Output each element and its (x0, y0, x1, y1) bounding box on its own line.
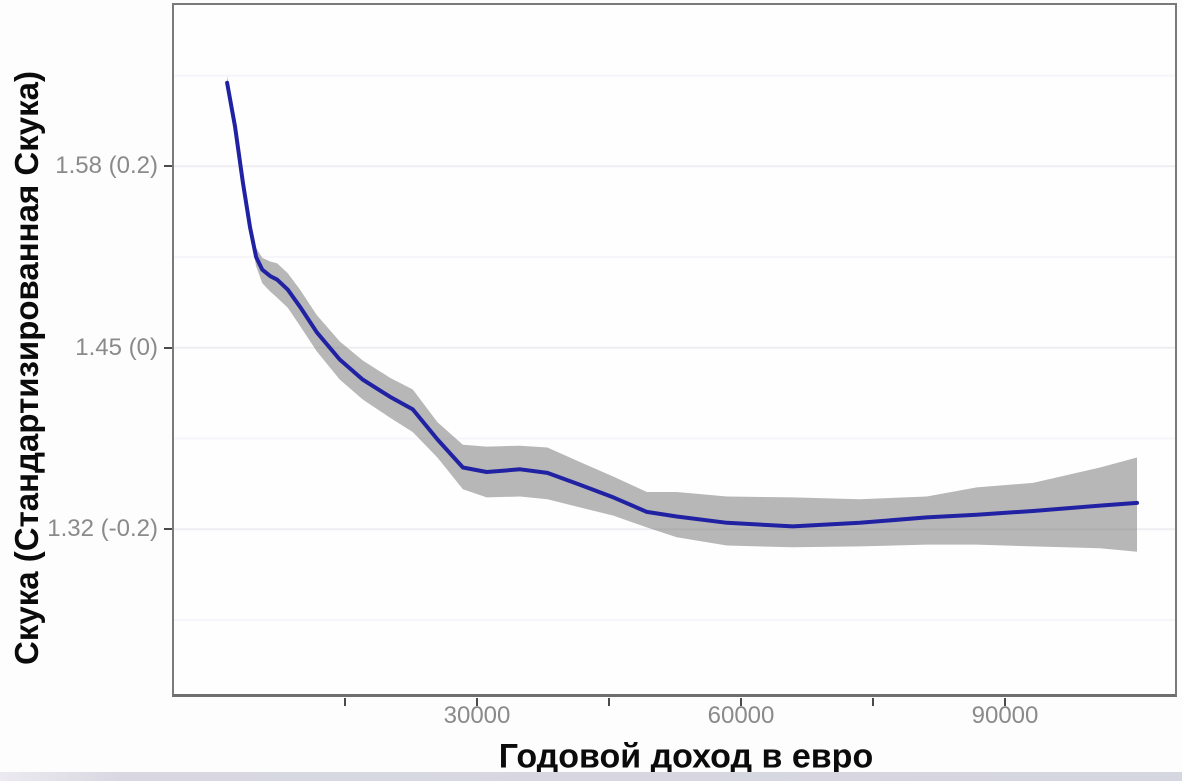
x-tick-mark (476, 698, 478, 706)
x-axis-title: Годовой доход в евро (498, 737, 874, 776)
x-tick-mark (740, 698, 742, 706)
plot-panel (172, 3, 1177, 697)
x-tick-mark (1004, 698, 1006, 706)
x-tick-label: 30000 (443, 702, 511, 729)
y-tick-mark (164, 528, 172, 530)
y-tick-label: 1.45 (0) (75, 334, 158, 361)
x-tick-mark (608, 698, 610, 706)
x-tick-mark (344, 698, 346, 706)
footer-bar (0, 772, 1182, 781)
y-tick-mark (164, 165, 172, 167)
x-tick-mark (872, 698, 874, 706)
y-tick-label: 1.58 (0.2) (55, 152, 158, 179)
x-tick-label: 60000 (707, 702, 775, 729)
y-tick-label: 1.32 (-0.2) (47, 515, 158, 542)
y-tick-mark (164, 347, 172, 349)
x-tick-label: 90000 (971, 702, 1039, 729)
